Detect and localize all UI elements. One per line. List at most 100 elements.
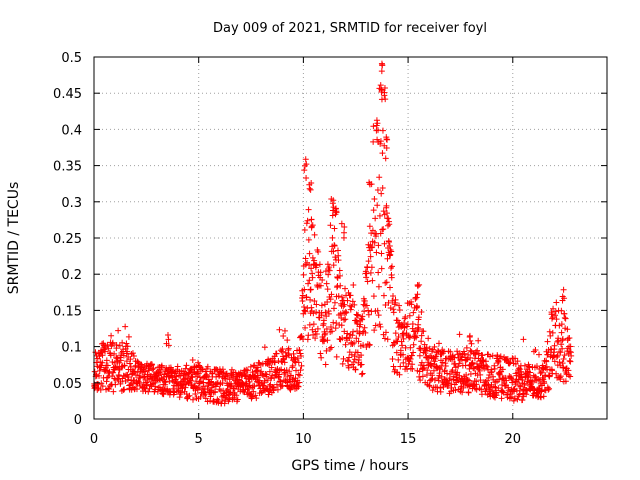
data-point bbox=[362, 329, 369, 336]
data-point bbox=[266, 368, 273, 375]
data-point bbox=[499, 388, 506, 395]
data-point bbox=[368, 244, 375, 251]
data-point bbox=[105, 345, 112, 352]
data-point bbox=[327, 296, 334, 303]
data-point bbox=[321, 338, 328, 345]
data-point bbox=[196, 363, 203, 370]
data-point bbox=[464, 376, 471, 383]
data-point bbox=[249, 393, 256, 400]
data-point bbox=[439, 359, 446, 366]
data-point bbox=[341, 316, 348, 323]
data-point bbox=[115, 327, 122, 334]
data-point bbox=[367, 269, 374, 276]
data-point bbox=[324, 286, 331, 293]
data-point bbox=[467, 347, 474, 354]
data-point bbox=[551, 358, 558, 365]
data-point bbox=[566, 357, 573, 364]
data-point bbox=[414, 282, 421, 289]
data-point bbox=[286, 368, 293, 375]
data-point bbox=[258, 390, 265, 397]
data-point bbox=[489, 352, 496, 359]
data-point bbox=[360, 301, 367, 308]
data-point bbox=[511, 395, 518, 402]
data-point bbox=[221, 400, 228, 407]
data-point bbox=[270, 384, 277, 391]
data-point bbox=[307, 286, 314, 293]
data-point bbox=[202, 395, 209, 402]
data-point bbox=[377, 323, 384, 330]
data-point bbox=[284, 337, 291, 344]
data-point bbox=[396, 302, 403, 309]
data-point bbox=[561, 295, 568, 302]
data-point bbox=[477, 377, 484, 384]
data-point bbox=[130, 353, 137, 360]
data-point bbox=[109, 339, 116, 346]
data-point bbox=[278, 348, 285, 355]
data-point bbox=[416, 352, 423, 359]
data-point bbox=[290, 350, 297, 357]
y-tick-label: 0.5 bbox=[61, 51, 82, 66]
data-point bbox=[566, 348, 573, 355]
data-point bbox=[331, 242, 338, 249]
data-point bbox=[390, 363, 397, 370]
data-point bbox=[333, 320, 340, 327]
data-point bbox=[300, 271, 307, 278]
data-point bbox=[341, 229, 348, 236]
data-point bbox=[200, 379, 207, 386]
data-point bbox=[441, 367, 448, 374]
data-point bbox=[535, 385, 542, 392]
data-point bbox=[194, 386, 201, 393]
data-point bbox=[315, 248, 322, 255]
data-point bbox=[384, 136, 391, 143]
data-point bbox=[308, 265, 315, 272]
data-point bbox=[423, 353, 430, 360]
data-point bbox=[99, 352, 106, 359]
data-point bbox=[274, 386, 281, 393]
data-point bbox=[303, 175, 310, 182]
data-point bbox=[149, 366, 156, 373]
data-point bbox=[186, 392, 193, 399]
data-point bbox=[314, 325, 321, 332]
y-tick-label: 0.15 bbox=[53, 304, 82, 319]
data-point bbox=[550, 305, 557, 312]
data-point bbox=[376, 212, 383, 219]
data-point bbox=[253, 367, 260, 374]
data-point bbox=[523, 387, 530, 394]
data-point bbox=[379, 62, 386, 69]
data-point bbox=[125, 333, 132, 340]
data-point bbox=[122, 377, 129, 384]
data-point bbox=[119, 339, 126, 346]
data-point bbox=[455, 363, 462, 370]
data-point bbox=[103, 357, 110, 364]
data-point bbox=[328, 196, 335, 203]
data-point bbox=[279, 346, 286, 353]
data-point bbox=[521, 381, 528, 388]
data-point bbox=[421, 364, 428, 371]
data-point bbox=[285, 352, 292, 359]
data-point bbox=[538, 369, 545, 376]
data-point bbox=[306, 181, 313, 188]
data-point bbox=[182, 365, 189, 372]
data-point bbox=[338, 322, 345, 329]
data-point bbox=[370, 123, 377, 130]
data-point bbox=[304, 336, 311, 343]
data-point bbox=[463, 344, 470, 351]
data-point bbox=[529, 378, 536, 385]
data-point bbox=[358, 371, 365, 378]
data-point bbox=[339, 360, 346, 367]
data-point bbox=[361, 324, 368, 331]
data-point bbox=[427, 360, 434, 367]
x-tick-label: 15 bbox=[400, 432, 417, 447]
data-point bbox=[329, 207, 336, 214]
data-point bbox=[351, 356, 358, 363]
data-point bbox=[333, 209, 340, 216]
data-point bbox=[546, 328, 553, 335]
data-point bbox=[359, 313, 366, 320]
data-point bbox=[469, 359, 476, 366]
data-point bbox=[195, 359, 202, 366]
data-point bbox=[123, 340, 130, 347]
data-point bbox=[466, 377, 473, 384]
data-point bbox=[519, 377, 526, 384]
data-point bbox=[390, 309, 397, 316]
data-point bbox=[429, 387, 436, 394]
